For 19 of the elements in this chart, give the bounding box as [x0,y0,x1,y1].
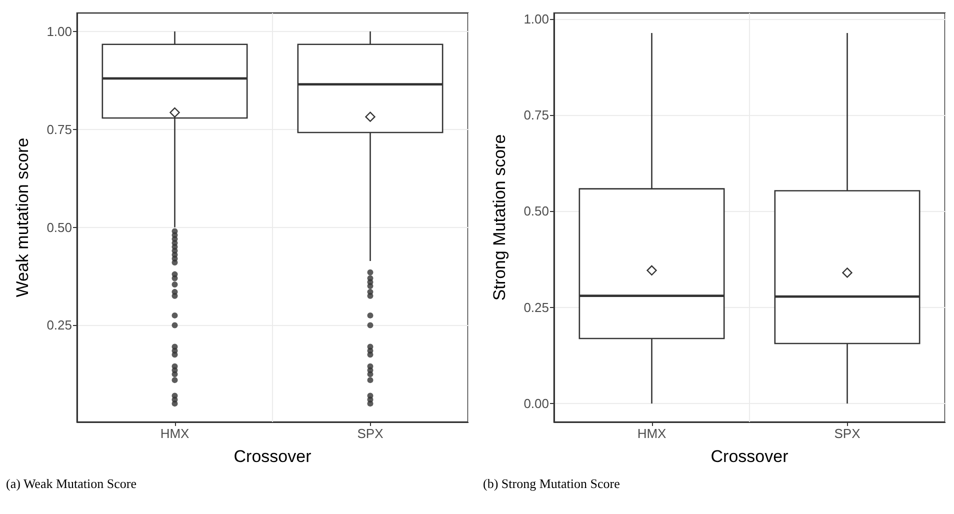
x-tick-label: HMX [160,426,190,441]
y-tick-label: 0.25 [46,318,72,333]
y-tick-label: 0.75 [46,122,72,137]
y-tick-label: 1.00 [46,24,72,39]
x-axis-title: Crossover [710,447,789,466]
y-axis-title: Strong Mutation score [490,134,509,301]
x-tick-label: SPX [834,426,861,441]
text: (b) Strong Mutation Score [483,476,620,492]
y-tick-label: 1.00 [524,11,549,26]
y-axis-title: Weak mutation score [13,138,32,298]
text: (a) Weak Mutation Score [6,476,136,492]
y-tick-label: 0.75 [524,107,549,122]
y-tick-label: 0.00 [524,396,549,412]
x-tick-label: HMX [637,426,667,441]
x-tick-label: SPX [357,426,384,441]
y-tick-label: 0.50 [46,220,72,235]
y-tick-label: 0.25 [524,300,549,315]
y-tick-label: 0.50 [524,204,549,219]
x-axis-title: Crossover [234,447,312,466]
